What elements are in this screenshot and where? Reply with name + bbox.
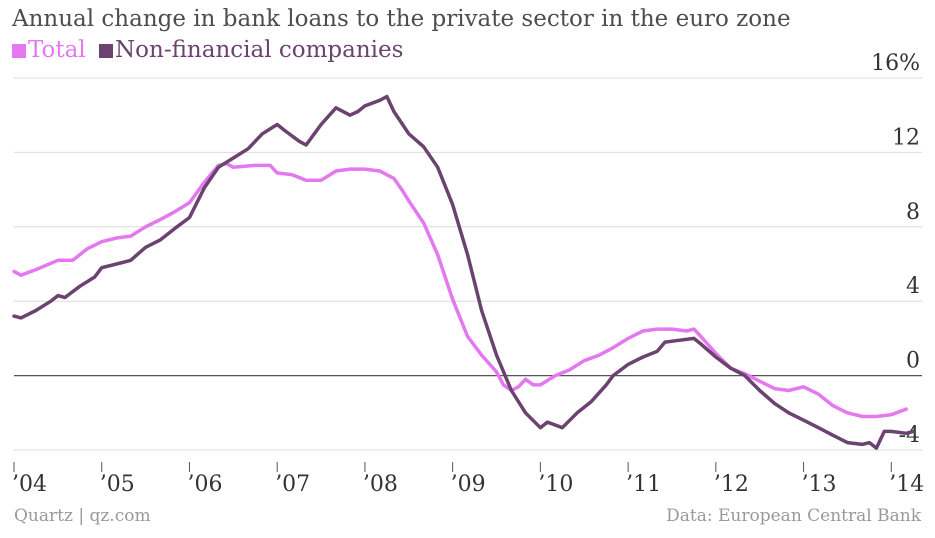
series-line-total: [12, 161, 908, 419]
y-tick-label: 0: [906, 349, 920, 374]
x-tick-label: ’12: [714, 472, 749, 497]
x-tick-label: ’06: [187, 472, 222, 497]
x-tick-label: ’09: [451, 472, 486, 497]
chart-title: Annual change in bank loans to the priva…: [12, 6, 791, 32]
data-source: Data: European Central Bank: [666, 506, 921, 526]
series-line-non-financial-companies: [12, 94, 915, 450]
x-tick-label: ’04: [12, 472, 47, 497]
x-tick-label: ’08: [363, 472, 398, 497]
y-tick-label: 16%: [871, 51, 920, 76]
legend-swatch-total: [12, 44, 26, 58]
x-tick-label: ’05: [100, 472, 135, 497]
x-tick-label: ’10: [538, 472, 573, 497]
legend-swatch-nonfinancial: [99, 44, 114, 58]
legend-label-total: Total: [28, 37, 86, 63]
y-tick-label: 12: [892, 125, 920, 150]
x-tick-label: ’07: [275, 472, 310, 497]
legend: Total Non-financial companies: [12, 37, 409, 63]
legend-item-nonfinancial: Non-financial companies: [99, 37, 403, 63]
y-tick-label: 8: [906, 200, 920, 225]
legend-label-nonfinancial: Non-financial companies: [115, 37, 404, 63]
y-tick-label: 4: [906, 274, 920, 299]
legend-item-total: Total: [12, 37, 86, 63]
x-tick-label: ’14: [889, 472, 924, 497]
x-tick-label: ’13: [802, 472, 837, 497]
y-tick-label: -4: [899, 423, 920, 448]
x-tick-label: ’11: [626, 472, 661, 497]
source-credit: Quartz | qz.com: [14, 506, 151, 526]
